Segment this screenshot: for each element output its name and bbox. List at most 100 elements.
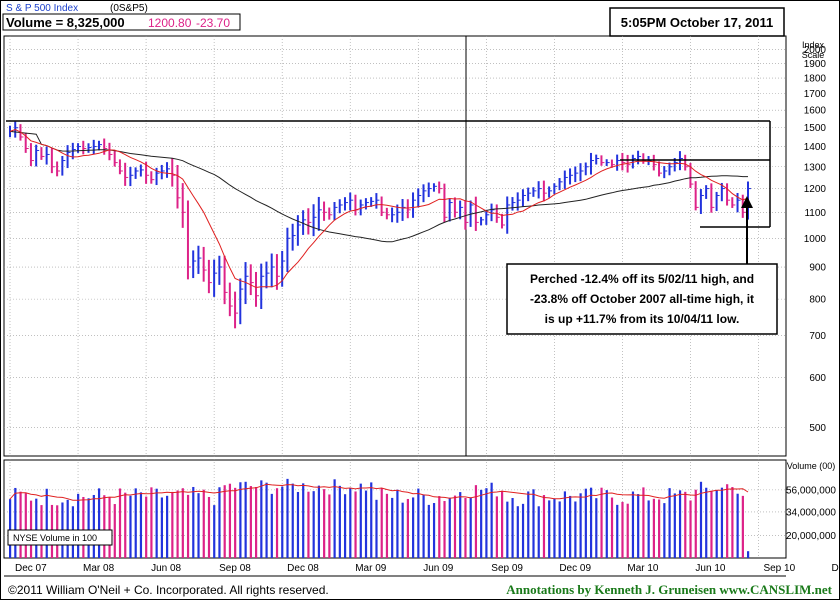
volume-bar (14, 487, 17, 558)
price-tick-label: 1300 (804, 162, 827, 173)
moving-average-200 (9, 130, 748, 243)
header-box (2, 13, 241, 31)
volume-bar (610, 497, 614, 558)
volume-tick-label: 20,000,000 (786, 531, 836, 542)
volume-bar (97, 488, 101, 558)
x-tick-label: Mar 10 (627, 563, 659, 574)
volume-bar (616, 504, 619, 558)
volume-bar (474, 485, 478, 558)
volume-bar (527, 491, 530, 558)
volume-text: Volume = 8,325,000 (6, 15, 125, 30)
volume-bar (589, 487, 593, 558)
price-tick-label: 1200 (804, 184, 827, 195)
volume-bar (516, 506, 519, 558)
volume-bar (480, 489, 483, 558)
price-tick-labels: 2000 1900 1800 1700 1600 1500 1400 1300 1200 1100… (804, 45, 827, 434)
volume-bar (160, 497, 163, 558)
timestamp-box (609, 7, 785, 37)
volume-bar (82, 496, 85, 558)
price-value: 1200.80 (148, 16, 192, 30)
volume-tick-label: 56,000,000 (786, 485, 836, 496)
volume-bar (249, 486, 252, 558)
volume-bar (595, 498, 598, 558)
volume-bar (234, 487, 237, 558)
volume-bar (443, 501, 446, 558)
volume-bar (673, 493, 676, 558)
volume-bar (401, 502, 404, 558)
volume-bar (349, 487, 352, 558)
volume-bar (469, 497, 472, 558)
x-tick-label: Mar 08 (83, 563, 115, 574)
volume-bar (396, 489, 399, 558)
volume-bar (202, 489, 205, 558)
axis-title-scale: Scale (802, 50, 825, 60)
volume-bar (255, 486, 258, 558)
volume-bar (380, 488, 383, 558)
volume-bar (166, 495, 169, 558)
volume-bar (286, 478, 289, 558)
volume-bar (103, 495, 106, 558)
arrow-head (741, 196, 753, 208)
volume-bar (87, 498, 90, 558)
volume-axis-title: Volume (00) (787, 461, 836, 471)
volume-bar (370, 482, 373, 558)
volume-bar (438, 496, 441, 558)
volume-bar (77, 493, 80, 558)
volume-bar (563, 491, 567, 558)
volume-bar (647, 500, 650, 558)
volume-bar (364, 490, 368, 558)
volume-bar (176, 490, 179, 558)
volume-bar (108, 497, 111, 558)
price-tick-label: 1700 (804, 89, 827, 100)
volume-bar (139, 492, 143, 558)
volume-bar (150, 487, 153, 558)
volume-bar (579, 493, 582, 558)
volume-bar (223, 485, 226, 558)
price-tick-label: 1100 (804, 208, 826, 219)
volume-bar (501, 490, 504, 558)
volume-bar (631, 491, 635, 558)
x-tick-label: Dec 10 (832, 563, 840, 574)
volume-bar (684, 491, 687, 558)
volume-bar (422, 494, 425, 558)
index-name: S & P 500 Index (6, 3, 78, 14)
volume-bar (328, 494, 331, 558)
volume-bar (124, 492, 127, 558)
volume-bar (710, 490, 713, 558)
x-tick-label: Dec 07 (15, 563, 47, 574)
volume-bar (197, 493, 200, 558)
x-tick-label: Jun 08 (151, 563, 181, 574)
volume-bar (689, 500, 692, 558)
volume-panel (3, 459, 787, 559)
volume-bar (427, 504, 430, 558)
volume-bar (642, 487, 645, 558)
volume-bar (464, 497, 467, 558)
volume-bar (741, 495, 744, 558)
volume-bar (307, 491, 310, 558)
volume-bar (302, 483, 305, 558)
volume-bar (658, 499, 661, 558)
volume-moving-average (9, 483, 749, 501)
x-tick-label: Dec 08 (287, 563, 319, 574)
volume-bar (569, 495, 572, 558)
volume-bar (663, 503, 666, 558)
volume-bars (9, 478, 750, 558)
volume-bar (171, 491, 174, 558)
index-symbol: (0S&P5) (110, 3, 148, 14)
copyright: ©2011 William O'Neil + Co. Incorporated.… (8, 583, 329, 597)
volume-bar (207, 496, 211, 558)
volume-bar (448, 497, 451, 558)
price-tick-label: 1800 (804, 74, 827, 85)
volume-bar (24, 493, 27, 558)
volume-bar (260, 480, 263, 558)
volume-bar (432, 503, 436, 558)
price-tick-label: 800 (809, 295, 826, 306)
change-value: -23.70 (196, 16, 230, 30)
volume-bar (391, 497, 394, 558)
volume-bar (574, 501, 577, 558)
volume-bar (244, 481, 247, 558)
volume-bar (678, 490, 682, 558)
volume-bar (385, 493, 389, 558)
volume-bar (186, 494, 190, 558)
